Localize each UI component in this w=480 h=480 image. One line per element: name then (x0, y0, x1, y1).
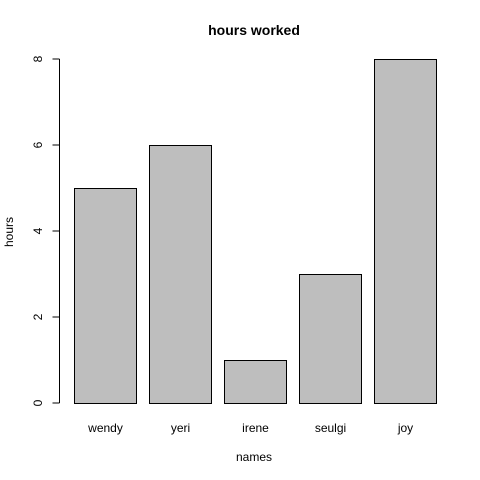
y-axis-label: hours (2, 217, 16, 247)
bar-yeri (149, 145, 212, 404)
y-tick-label: 2 (31, 313, 45, 320)
y-tick-label: 0 (31, 399, 45, 406)
bar-seulgi (299, 274, 362, 404)
x-tick-label: irene (242, 421, 269, 435)
x-tick-label: wendy (87, 421, 123, 435)
y-tick-label: 6 (31, 141, 45, 148)
bar-joy (374, 59, 437, 404)
chart-title: hours worked (208, 22, 300, 38)
x-axis-category-labels: wendy yeri irene seulgi joy (87, 421, 413, 435)
x-tick-label: yeri (171, 421, 190, 435)
x-axis-label: names (236, 450, 272, 464)
y-axis: 0 2 4 6 8 (31, 55, 60, 406)
bar-wendy (74, 188, 137, 404)
y-tick-label: 4 (31, 227, 45, 234)
x-tick-label: joy (397, 421, 413, 435)
y-tick-label: 8 (31, 55, 45, 62)
bar-irene (224, 360, 287, 404)
x-tick-label: seulgi (315, 421, 346, 435)
bars-group (74, 59, 437, 404)
